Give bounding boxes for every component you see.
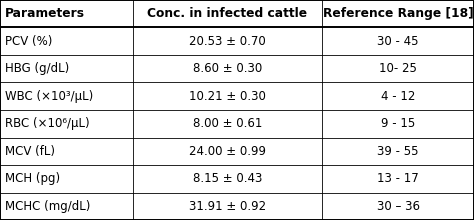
Text: MCHC (mg/dL): MCHC (mg/dL) — [5, 200, 90, 213]
Text: 31.91 ± 0.92: 31.91 ± 0.92 — [189, 200, 266, 213]
Text: 30 - 45: 30 - 45 — [377, 35, 419, 48]
Text: MCV (fL): MCV (fL) — [5, 145, 55, 158]
Text: 10.21 ± 0.30: 10.21 ± 0.30 — [189, 90, 266, 103]
Text: 8.60 ± 0.30: 8.60 ± 0.30 — [193, 62, 262, 75]
Text: PCV (%): PCV (%) — [5, 35, 52, 48]
Text: 30 – 36: 30 – 36 — [377, 200, 419, 213]
Text: 8.15 ± 0.43: 8.15 ± 0.43 — [193, 172, 262, 185]
Text: Parameters: Parameters — [5, 7, 85, 20]
Text: HBG (g/dL): HBG (g/dL) — [5, 62, 69, 75]
Text: 39 - 55: 39 - 55 — [377, 145, 419, 158]
Text: 20.53 ± 0.70: 20.53 ± 0.70 — [189, 35, 266, 48]
Text: 4 - 12: 4 - 12 — [381, 90, 415, 103]
Text: Conc. in infected cattle: Conc. in infected cattle — [147, 7, 308, 20]
Text: RBC (×10⁶/μL): RBC (×10⁶/μL) — [5, 117, 90, 130]
Text: 13 - 17: 13 - 17 — [377, 172, 419, 185]
Text: 24.00 ± 0.99: 24.00 ± 0.99 — [189, 145, 266, 158]
Text: 9 - 15: 9 - 15 — [381, 117, 415, 130]
Text: MCH (pg): MCH (pg) — [5, 172, 60, 185]
Text: Reference Range [18]: Reference Range [18] — [323, 7, 474, 20]
Text: WBC (×10³/μL): WBC (×10³/μL) — [5, 90, 93, 103]
Text: 8.00 ± 0.61: 8.00 ± 0.61 — [193, 117, 262, 130]
Text: 10- 25: 10- 25 — [379, 62, 417, 75]
